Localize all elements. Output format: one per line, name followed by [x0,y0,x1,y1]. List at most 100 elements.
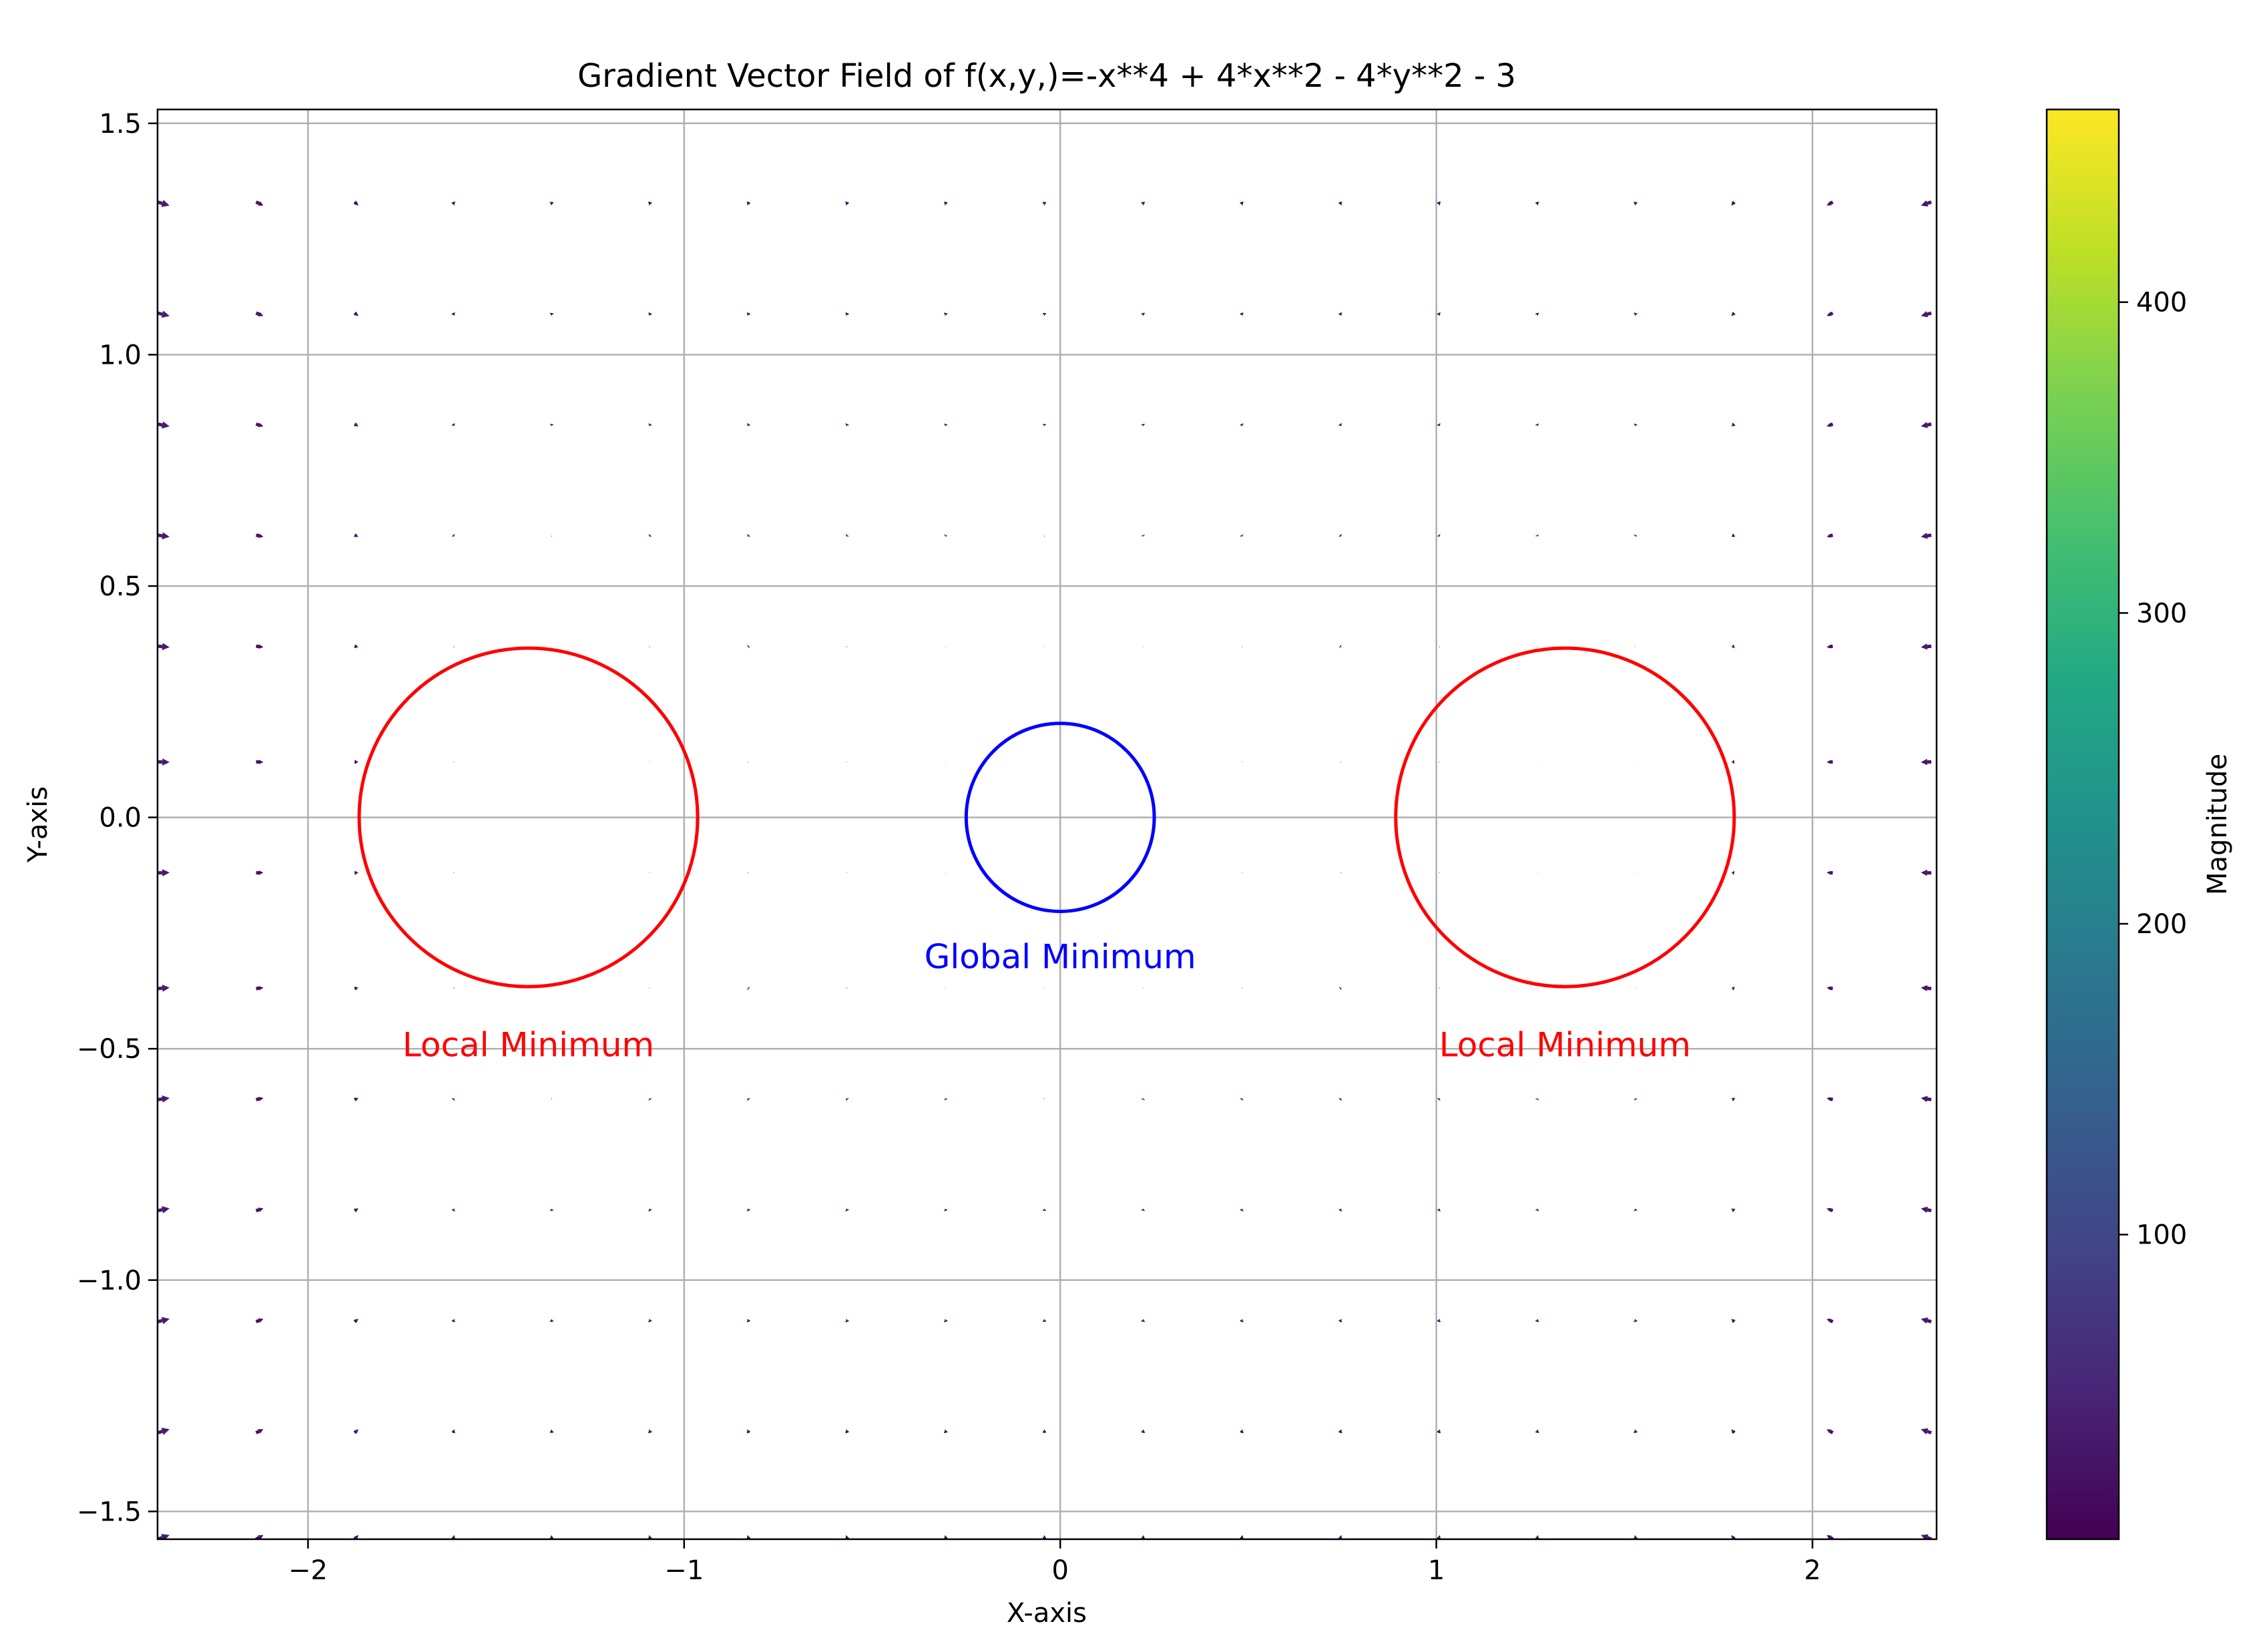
vector-arrow-head [1043,203,1046,206]
vector-arrow-head [1826,1429,1832,1434]
vector-arrow [255,1208,260,1213]
colorbar-tick-label: 200 [2136,909,2187,940]
vector-arrow-head [747,1318,750,1322]
vector-arrow-head [945,535,947,537]
vector-arrow [845,201,849,204]
vector-arrow-head [1826,1097,1831,1101]
vector-arrow-head [1438,203,1441,206]
vector-arrow-head [1731,1429,1734,1432]
vector-arrow [1732,312,1736,316]
vector-arrow [1927,1319,1932,1324]
vector-arrow-head [648,1535,652,1539]
vector-arrow-head [1826,202,1832,206]
vector-arrow [746,201,751,204]
vector-arrow-head [1634,203,1637,206]
vector-arrow-head [1536,314,1539,316]
vector-arrow-head [747,1098,749,1100]
vector-arrow-head [846,314,848,316]
vector-arrow-head [355,424,358,427]
vector-arrow [746,1209,750,1212]
vector-arrow-head [1635,646,1636,647]
y-tick-label: 1.5 [99,109,142,140]
vector-arrow-head [354,1535,358,1539]
vector-arrow [1732,987,1735,991]
vector-arrow-head [258,533,264,539]
vector-arrow-head [1339,1318,1342,1322]
y-tick-label: 1.0 [99,340,142,370]
vector-arrow-head [258,1097,264,1101]
vector-arrow [845,423,849,426]
vector-arrow [255,1430,260,1434]
vector-arrow [747,645,750,648]
vector-arrow-head [1826,1535,1832,1539]
vector-arrow [353,423,357,427]
vector-arrow-head [1240,1535,1244,1539]
vector-arrow [353,1319,358,1324]
vector-arrow-head [1635,1098,1636,1099]
vector-arrow-head [1142,1208,1144,1210]
vector-arrow [353,200,358,205]
vector-arrow-head [649,1098,651,1100]
vector-arrow [451,201,455,204]
x-tick-label: −2 [288,1555,328,1586]
vector-arrow-head [845,1429,848,1432]
vector-arrow-head [162,758,170,766]
vector-arrow [1927,422,1932,427]
vector-arrow [1829,1319,1834,1324]
vector-arrow-head [258,986,264,991]
vector-arrow-head [1142,203,1145,206]
x-tick-label: 2 [1804,1555,1820,1586]
vector-arrow-head [550,1318,553,1321]
vector-arrow-head [1240,203,1244,206]
y-tick-label: 0.5 [99,571,142,602]
vector-arrow-head [162,421,170,429]
x-axis: −2 −1 0 1 2 [288,1539,1821,1586]
vector-arrow-head [1536,1429,1539,1432]
vector-arrow-head [846,1318,848,1322]
vector-arrow [255,311,260,316]
vector-arrow-head [1043,1208,1045,1210]
vector-arrow-head [258,423,264,428]
vector-arrow-head [551,1208,553,1210]
vector-arrow-head [550,314,553,316]
vector-arrow-head [1143,987,1144,989]
vector-arrow-head [355,1318,358,1322]
vector-arrow-head [1634,1318,1637,1321]
vector-arrow [1732,423,1736,427]
vector-arrow-head [161,1428,170,1435]
vector-arrow-head [355,313,358,316]
vector-arrow-head [453,646,455,647]
vector-arrow [255,1319,260,1324]
vector-arrow-head [356,760,358,764]
global-minimum-label: Global Minimum [925,938,1196,977]
vector-arrow [845,1430,849,1434]
vector-arrow-head [356,871,358,874]
vector-arrow-head [1634,1429,1637,1432]
vector-arrow-head [649,987,650,989]
vector-arrow-head [747,1208,749,1211]
vector-arrow-head [1731,645,1734,648]
vector-arrow-head [945,1208,947,1210]
vector-arrow [1732,1430,1736,1434]
colorbar-tick-label: 100 [2136,1220,2187,1251]
vector-arrow-head [1142,425,1144,427]
vector-arrow-head [1826,644,1831,649]
vector-arrow-head [1731,1098,1734,1100]
vector-arrow-head [1438,425,1441,427]
vector-arrow-head [747,203,750,206]
vector-arrow-head [1340,425,1342,427]
vector-arrow-head [161,1534,170,1539]
vector-arrow-head [1634,1535,1637,1538]
vector-arrow-head [1731,872,1734,874]
vector-arrow-head [1340,872,1342,874]
vector-arrow-head [258,201,264,206]
vector-arrow [256,644,260,649]
vector-arrow-head [1731,1318,1734,1322]
vector-arrow-head [1731,313,1734,316]
vector-arrow-head [649,535,651,537]
vector-arrow-head [453,1429,455,1432]
vector-arrow-head [1634,314,1637,316]
vector-arrow-head [1043,425,1045,427]
vector-arrow [353,1430,358,1434]
vector-arrow-head [945,646,946,647]
